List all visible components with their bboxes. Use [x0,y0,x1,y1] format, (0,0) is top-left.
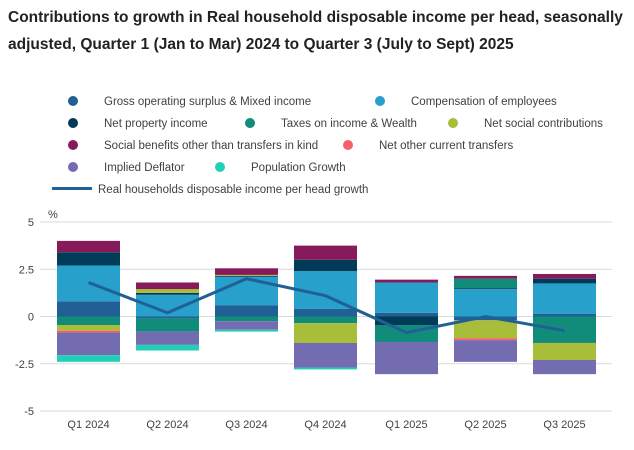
bar-segment [375,342,438,375]
bar-segment [57,355,120,362]
legend-item[interactable]: Compensation of employees [375,96,557,108]
bar-segment [215,305,278,317]
legend-line-swatch [52,187,92,190]
bar-segment [57,240,120,253]
bar-segment [215,268,278,275]
legend-label: Net other current transfers [379,140,514,152]
x-tick-label: Q2 2025 [464,419,506,431]
bar-segment [294,259,357,272]
bar-segment [533,342,596,360]
legend-swatch [68,162,78,172]
x-tick-label: Q1 2024 [67,419,109,431]
bar-segment [136,289,199,293]
bar-segment [136,316,199,319]
bar-segment [136,331,199,345]
legend-item-line[interactable]: Real households disposable income per he… [52,184,368,196]
bar-segment [454,278,517,289]
legend-item[interactable]: Net other current transfers [343,140,513,152]
bar-segment [57,332,120,356]
legend-swatch [375,96,385,106]
x-tick-label: Q2 2024 [146,419,188,431]
bar-segment [454,320,517,339]
legend-swatch [68,118,78,128]
bar-segment [57,325,120,331]
legend-item[interactable]: Population Growth [215,162,346,174]
legend-item[interactable]: Implied Deflator [68,162,185,174]
bar-segment [136,318,199,332]
x-tick-label: Q3 2024 [225,419,267,431]
bar-segment [454,288,517,290]
x-tick-label: Q4 2024 [304,419,346,431]
legend-swatch [68,140,78,150]
legend-item[interactable]: Net social contributions [448,118,603,130]
bar-segment [136,292,199,295]
bar-segment [454,338,517,341]
chart-plot: % 5 2.5 0 -2.5 -5 Q1 2024 Q2 2024 Q3 2024 Q4 2024… [15,209,612,431]
y-tick-label: -2.5 [15,359,34,371]
legend-label: Net property income [104,118,208,130]
bar-segment [533,313,596,317]
bar-segment [454,289,517,317]
bar-segment [375,279,438,283]
bar-segment [375,282,438,313]
bar-segment [136,344,199,351]
x-tick-label: Q3 2025 [543,419,585,431]
legend-swatch [68,96,78,106]
bar-segment [57,316,120,326]
legend-label: Gross operating surplus & Mixed income [104,96,312,108]
bar-segment [136,294,199,317]
bar-segment [294,323,357,343]
legend-swatch [215,162,225,172]
legend-item[interactable]: Net property income [68,118,208,130]
growth-line [87,277,565,335]
bar-segment [57,301,120,317]
y-tick-label: 0 [28,312,34,324]
y-tick-label: 2.5 [19,264,34,276]
bar-segment [454,340,517,362]
bar-segment [215,316,278,322]
bar-segment [294,308,357,317]
bar-segment [533,359,596,375]
bar-segment [454,275,517,279]
x-tick-label: Q1 2025 [385,419,427,431]
bar-segment [136,282,199,290]
bar-segment [533,278,596,284]
legend-swatch [448,118,458,128]
chart-title: Contributions to growth in Real househol… [8,9,623,53]
legend-label: Implied Deflator [104,162,185,174]
y-axis-label: % [48,209,58,221]
bar-segment [375,312,438,317]
bar-segment [57,252,120,266]
y-tick-label: 5 [28,217,34,229]
legend-swatch [343,140,353,150]
legend-item[interactable]: Taxes on income & Wealth [245,118,417,130]
y-tick-label: -5 [24,406,34,418]
legend-label: Social benefits other than transfers in … [104,140,319,152]
bar-segment [215,274,278,276]
legend-item[interactable]: Social benefits other than transfers in … [68,140,318,152]
legend-label: Net social contributions [484,118,603,130]
bar-segment [294,316,357,324]
bar-segment [533,283,596,314]
bar-segment [375,316,438,326]
legend-label: Real households disposable income per he… [98,184,369,196]
bar-segment [57,330,120,333]
bar-segment [533,273,596,279]
bar-segment [294,342,357,368]
legend-swatch [245,118,255,128]
bar-segment [215,321,278,330]
legend-label: Compensation of employees [411,96,557,108]
bar-segment [294,367,357,370]
bar-segment [215,276,278,306]
bar-segment [294,245,357,260]
bar-segment [454,316,517,321]
bar-segment [215,329,278,332]
legend-label: Population Growth [251,162,346,174]
legend-label: Taxes on income & Wealth [281,118,417,130]
bar-segment [215,275,278,277]
legend-item[interactable]: Gross operating surplus & Mixed income [68,96,311,108]
